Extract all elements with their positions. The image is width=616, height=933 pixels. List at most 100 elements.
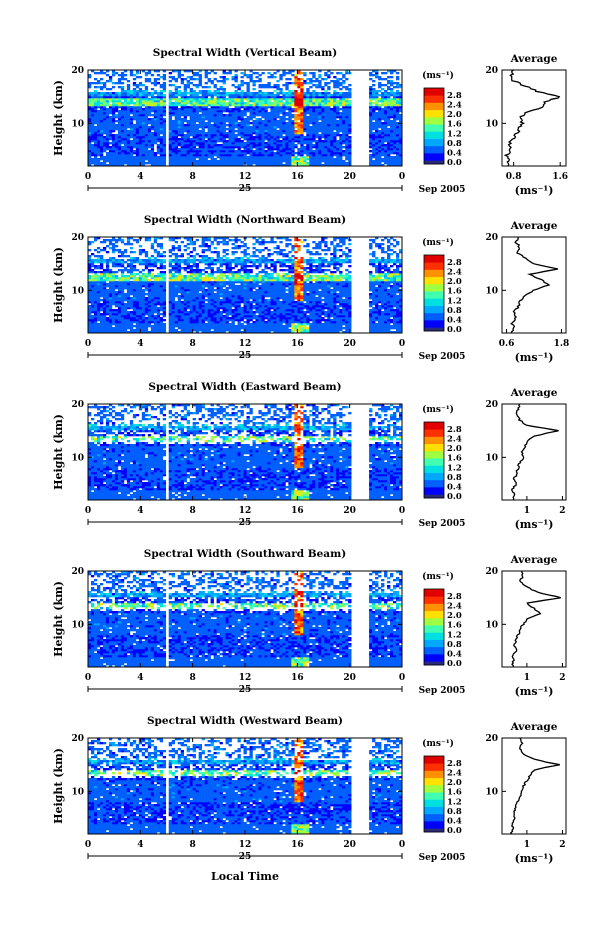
heatmap-cell <box>100 136 103 138</box>
heatmap-cell <box>273 108 276 110</box>
heatmap-cell <box>390 82 393 84</box>
heatmap-cell <box>142 104 145 106</box>
heatmap-cell <box>348 90 351 92</box>
heatmap-cell <box>139 303 142 305</box>
heatmap-cell <box>220 94 223 96</box>
heatmap-cell <box>232 136 235 138</box>
heatmap-cell <box>160 243 163 245</box>
heatmap-cell <box>291 104 294 106</box>
heatmap-cell <box>112 110 115 112</box>
heatmap-cell <box>115 98 118 100</box>
heatmap-cell <box>348 158 351 160</box>
heatmap-cell <box>202 142 205 144</box>
heatmap-cell <box>378 158 381 160</box>
heatmap-cell <box>124 114 127 116</box>
heatmap-cell <box>333 104 336 106</box>
heatmap-cell <box>279 116 282 118</box>
heatmap-cell <box>106 259 109 261</box>
heatmap-cell <box>157 287 160 289</box>
heatmap-cell <box>303 112 306 114</box>
heatmap-cell <box>190 120 193 122</box>
heatmap-cell <box>208 132 211 134</box>
heatmap-cell <box>387 108 390 110</box>
heatmap-cell <box>270 162 273 164</box>
heatmap-cell <box>390 160 393 162</box>
heatmap-cell <box>109 261 112 263</box>
heatmap-cell <box>288 160 291 162</box>
heatmap-cell <box>106 130 109 132</box>
heatmap-cell <box>300 136 303 138</box>
heatmap-cell <box>109 96 112 98</box>
heatmap-cell <box>91 281 94 283</box>
heatmap-cell <box>109 325 112 327</box>
heatmap-cell <box>115 124 118 126</box>
heatmap-cell <box>100 295 103 297</box>
heatmap-cell <box>139 76 142 78</box>
heatmap-cell <box>163 311 166 313</box>
heatmap-cell <box>309 100 312 102</box>
heatmap-cell <box>121 88 124 90</box>
heatmap-cell <box>103 126 106 128</box>
heatmap-cell <box>208 136 211 138</box>
heatmap-cell <box>247 76 250 78</box>
heatmap-cell <box>118 92 121 94</box>
heatmap-cell <box>279 102 282 104</box>
heatmap-cell <box>157 273 160 275</box>
heatmap-cell <box>139 295 142 297</box>
heatmap-cell <box>288 154 291 156</box>
heatmap-cell <box>229 114 232 116</box>
heatmap-cell <box>264 136 267 138</box>
heatmap-cell <box>109 283 112 285</box>
heatmap-cell <box>193 74 196 76</box>
heatmap-cell <box>121 116 124 118</box>
heatmap-cell <box>115 142 118 144</box>
heatmap-cell <box>232 102 235 104</box>
heatmap-cell <box>100 94 103 96</box>
heatmap-cell <box>181 106 184 108</box>
heatmap-cell <box>112 118 115 120</box>
heatmap-cell <box>232 104 235 106</box>
heatmap-cell <box>318 110 321 112</box>
heatmap-cell <box>214 102 217 104</box>
heatmap-cell <box>106 110 109 112</box>
heatmap-cell <box>121 277 124 279</box>
heatmap-cell <box>384 90 387 92</box>
heatmap-cell <box>279 76 282 78</box>
heatmap-cell <box>91 265 94 267</box>
heatmap-cell <box>252 156 255 158</box>
heatmap-cell <box>115 293 118 295</box>
heatmap-cell <box>127 104 130 106</box>
heatmap-cell <box>249 94 252 96</box>
heatmap-cell <box>133 283 136 285</box>
heatmap-cell <box>127 124 130 126</box>
heatmap-cell <box>282 148 285 150</box>
heatmap-cell <box>187 124 190 126</box>
heatmap-cell <box>381 138 384 140</box>
heatmap-cell <box>375 106 378 108</box>
heatmap-cell <box>106 108 109 110</box>
heatmap-cell <box>133 78 136 80</box>
heatmap-cell <box>97 279 100 281</box>
heatmap-cell <box>127 100 130 102</box>
heatmap-cell <box>381 114 384 116</box>
heatmap-cell <box>133 251 136 253</box>
heatmap-cell <box>384 102 387 104</box>
heatmap-cell <box>285 144 288 146</box>
heatmap-cell <box>241 122 244 124</box>
heatmap-cell <box>267 76 270 78</box>
heatmap-cell <box>121 295 124 297</box>
heatmap-cell <box>118 289 121 291</box>
heatmap-cell <box>145 158 148 160</box>
heatmap-cell <box>348 110 351 112</box>
heatmap-cell <box>327 128 330 130</box>
heatmap-cell <box>226 152 229 154</box>
heatmap-cell <box>381 142 384 144</box>
heatmap-cell <box>333 150 336 152</box>
heatmap-cell <box>279 132 282 134</box>
heatmap-cell <box>136 289 139 291</box>
heatmap-cell <box>291 162 294 164</box>
heatmap-cell <box>381 148 384 150</box>
heatmap-cell <box>199 124 202 126</box>
heatmap-cell <box>139 285 142 287</box>
heatmap-cell <box>223 98 226 100</box>
